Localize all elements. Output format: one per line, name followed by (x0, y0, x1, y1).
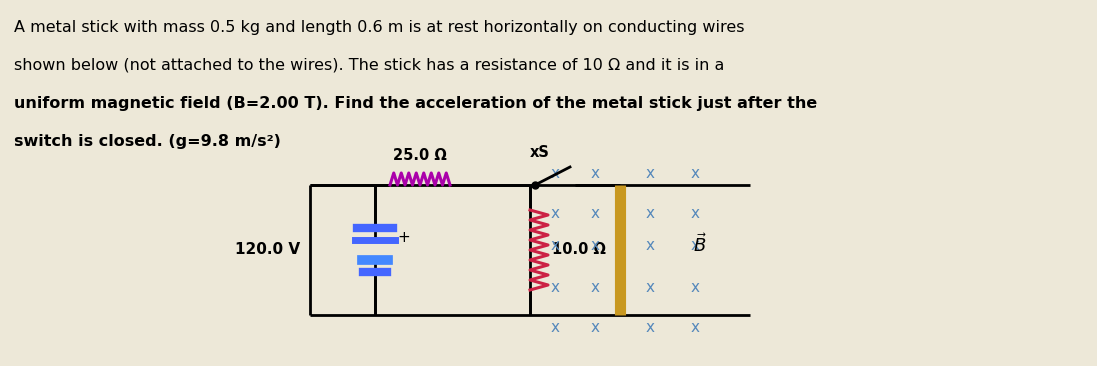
Text: $\vec{B}$: $\vec{B}$ (693, 234, 708, 257)
Text: x: x (551, 205, 559, 220)
Text: 120.0 V: 120.0 V (235, 243, 299, 258)
Text: x: x (645, 238, 655, 253)
Text: A metal stick with mass 0.5 kg and length 0.6 m is at rest horizontally on condu: A metal stick with mass 0.5 kg and lengt… (14, 20, 745, 35)
Text: x: x (590, 238, 599, 253)
Text: shown below (not attached to the wires). The stick has a resistance of 10 Ω and : shown below (not attached to the wires).… (14, 58, 724, 73)
Text: xS: xS (530, 145, 550, 160)
Text: x: x (590, 280, 599, 295)
Text: x: x (645, 205, 655, 220)
Text: x: x (690, 238, 700, 253)
Text: x: x (645, 320, 655, 335)
Text: x: x (690, 320, 700, 335)
Text: 10.0 Ω: 10.0 Ω (552, 243, 606, 258)
Text: x: x (645, 280, 655, 295)
Text: x: x (590, 165, 599, 180)
Text: x: x (690, 165, 700, 180)
Text: x: x (590, 205, 599, 220)
Text: 25.0 Ω: 25.0 Ω (393, 148, 446, 163)
Text: switch is closed. (g=9.8 m/s²): switch is closed. (g=9.8 m/s²) (14, 134, 281, 149)
Text: uniform magnetic field (B=2.00 T). Find the acceleration of the metal stick just: uniform magnetic field (B=2.00 T). Find … (14, 96, 817, 111)
Text: x: x (645, 165, 655, 180)
Text: x: x (690, 205, 700, 220)
Text: x: x (590, 320, 599, 335)
Text: x: x (551, 280, 559, 295)
Text: x: x (551, 238, 559, 253)
Text: x: x (690, 280, 700, 295)
Text: +: + (397, 231, 410, 246)
Text: x: x (551, 165, 559, 180)
Text: x: x (551, 320, 559, 335)
